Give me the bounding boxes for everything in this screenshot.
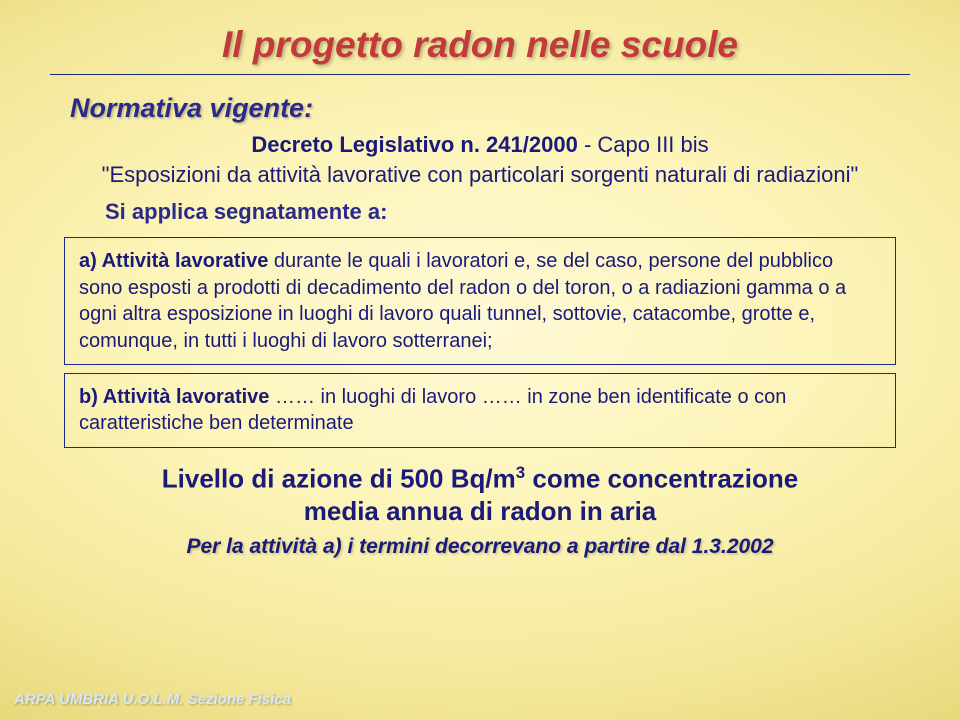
action-level: Livello di azione di 500 Bq/m3 come conc… bbox=[80, 462, 880, 528]
level-line2: media annua di radon in aria bbox=[304, 496, 657, 526]
activity-box-b: b) Attività lavorative …… in luoghi di l… bbox=[64, 373, 896, 448]
decree-reference: Decreto Legislativo n. 241/2000 - Capo I… bbox=[90, 130, 870, 189]
terms-note: Per la attività a) i termini decorrevano… bbox=[50, 535, 910, 559]
footer-attribution: ARPA UMBRIA U.O.L.M. Sezione Fisica bbox=[14, 691, 291, 708]
level-sup: 3 bbox=[516, 463, 525, 482]
decree-quote: "Esposizioni da attività lavorative con … bbox=[102, 162, 859, 187]
title-text: Il progetto radon nelle scuole bbox=[222, 24, 738, 65]
slide-title: Il progetto radon nelle scuole bbox=[50, 24, 910, 66]
subtitle: Normativa vigente: bbox=[70, 93, 910, 124]
activity-box-a: a) Attività lavorative durante le quali … bbox=[64, 237, 896, 365]
decree-number: Decreto Legislativo n. 241/2000 bbox=[251, 132, 578, 157]
level-line1a: Livello di azione di 500 Bq/m bbox=[162, 463, 516, 493]
title-rule bbox=[50, 74, 910, 75]
activity-a-label: a) Attività lavorative bbox=[79, 250, 268, 272]
level-line1b: come concentrazione bbox=[525, 463, 798, 493]
applies-heading: Si applica segnatamente a: bbox=[105, 199, 910, 225]
activity-b-label: b) Attività lavorative bbox=[79, 386, 269, 408]
decree-chapter: - Capo III bis bbox=[578, 132, 709, 157]
